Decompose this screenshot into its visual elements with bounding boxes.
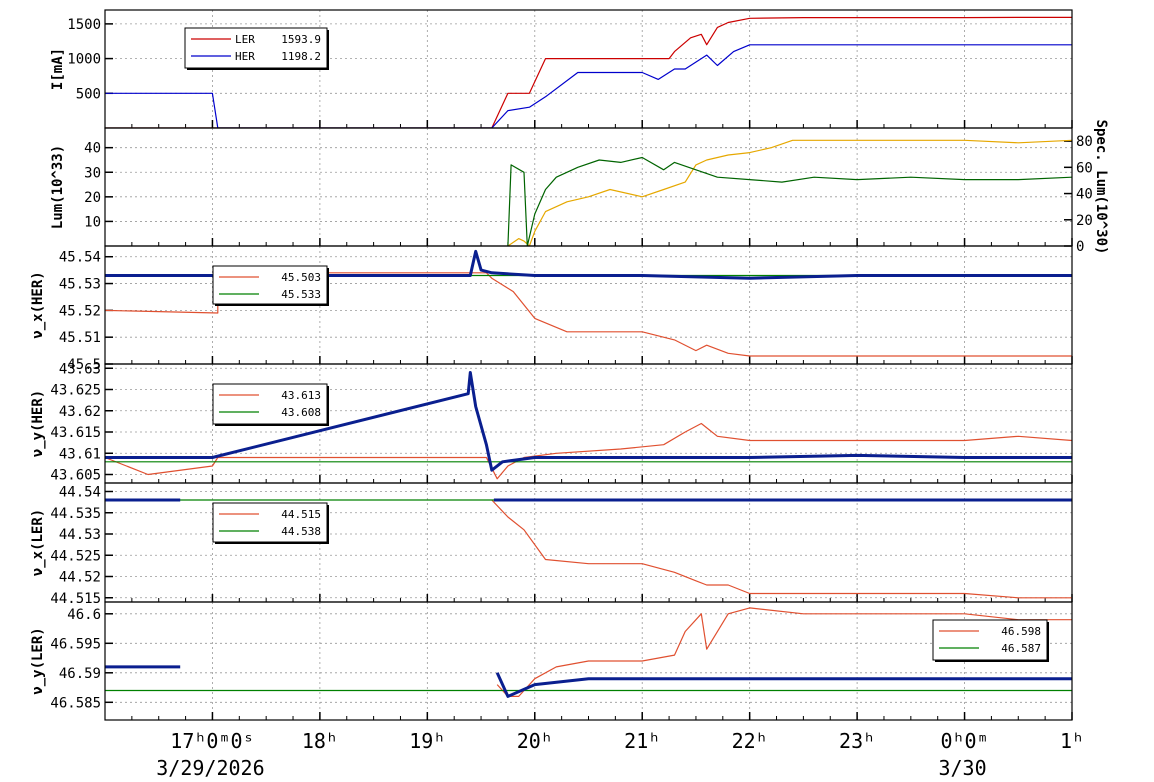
y-tick-label: 44.515 (50, 591, 101, 607)
legend-name: HER (235, 50, 255, 63)
y-tick-label: 43.615 (50, 425, 101, 441)
legend-value: 45.533 (281, 288, 321, 301)
y-tick-label: 1000 (67, 52, 101, 68)
time-tick-label: 0ʰ0ᵐ (940, 729, 988, 753)
y-tick-label: 46.59 (59, 666, 101, 682)
time-tick-label: 1ʰ (1060, 729, 1084, 753)
series-line-0 (491, 499, 1072, 599)
y-right-tick-label: 20 (1076, 213, 1093, 229)
legend-box (212, 502, 328, 543)
series-line-1 (507, 156, 1072, 246)
y-axis-title: ν_x(LER) (30, 509, 46, 576)
y-tick-label: 40 (84, 141, 101, 157)
y-tick-label: 43.62 (59, 404, 101, 420)
legend-value: 1198.2 (281, 50, 321, 63)
legend-value: 46.598 (1001, 625, 1041, 638)
panel-frame (104, 127, 1073, 247)
panel-nux-ler: 44.515 44.52 44.525 44.53 44.535 44.54 ν_x(LER… (30, 482, 1073, 607)
legend-value: 43.608 (281, 406, 321, 419)
legend-value: 44.515 (281, 508, 321, 521)
y-right-tick-label: 80 (1076, 134, 1093, 150)
y-tick-label: 46.595 (50, 636, 101, 652)
y-tick-label: 44.525 (50, 548, 101, 564)
y-tick-label: 43.61 (59, 446, 101, 462)
time-tick-label: 17ʰ0ᵐ0ˢ (170, 729, 254, 753)
panel-frame (104, 601, 1073, 721)
y-tick-label: 43.63 (59, 361, 101, 377)
legend-value: 44.538 (281, 525, 321, 538)
y-axis-title: Lum(10^33) (50, 145, 66, 229)
series-line-1 (105, 44, 1072, 128)
y-right-tick-label: 0 (1076, 239, 1084, 255)
y-axis-title: I[mA] (50, 48, 66, 90)
y-tick-label: 45.54 (59, 250, 101, 266)
y-axis-title: ν_y(LER) (30, 627, 46, 694)
series-line-2 (105, 371, 1072, 472)
y-tick-label: 44.54 (59, 485, 101, 501)
y-right-tick-label: 60 (1076, 160, 1093, 176)
panel-nux-her: 45.5 45.51 45.52 45.53 45.54 ν_x(HER) 45.503 45… (30, 245, 1073, 373)
time-tick-label: 18ʰ (302, 729, 338, 753)
y-tick-label: 46.6 (67, 607, 101, 623)
legend-value: 43.613 (281, 389, 321, 402)
series-line-0 (496, 607, 1072, 698)
y-tick-label: 10 (84, 214, 101, 230)
series-line-0 (105, 422, 1072, 480)
legend-box (184, 27, 328, 69)
y-tick-label: 45.51 (59, 330, 101, 346)
series-line-3 (495, 672, 1072, 698)
series-line-0 (105, 272, 1072, 357)
legend-box (212, 383, 328, 425)
y-tick-label: 500 (76, 86, 101, 102)
time-tick-label: 19ʰ (409, 729, 445, 753)
time-tick-label: 23ʰ (839, 729, 875, 753)
legend-box (212, 265, 328, 305)
series-line-0 (507, 139, 1072, 246)
y-tick-label: 43.605 (50, 468, 101, 484)
y-tick-label: 30 (84, 165, 101, 181)
y-tick-label: 1500 (67, 17, 101, 33)
y-right-axis-title: Spec. Lum(10^30) (1093, 120, 1109, 255)
y-tick-label: 44.52 (59, 570, 101, 586)
y-tick-label: 45.53 (59, 277, 101, 293)
time-tick-label: 21ʰ (624, 729, 660, 753)
panel-nuy-her: 43.605 43.61 43.615 43.62 43.625 43.63 ν_y(HER… (30, 361, 1073, 484)
y-tick-label: 45.5 (67, 357, 101, 373)
legend-name: LER (235, 33, 255, 46)
legend-value: 45.503 (281, 271, 321, 284)
legend-value: 1593.9 (281, 33, 321, 46)
y-axis-title: ν_y(HER) (30, 390, 46, 457)
legend-value: 46.587 (1001, 642, 1041, 655)
date-label: 3/29/2026 (156, 756, 264, 780)
series-line-0 (105, 16, 1072, 128)
legend-box (932, 619, 1048, 661)
y-axis-title: ν_x(HER) (30, 271, 46, 338)
panel-luminosity: 10 20 30 40 0 20 40 60 80 Spec. Lum(10^30) Lum(10^… (50, 120, 1109, 255)
y-tick-label: 20 (84, 190, 101, 206)
y-tick-label: 43.625 (50, 383, 101, 399)
y-right-tick-label: 40 (1076, 187, 1093, 203)
time-tick-label: 20ʰ (517, 729, 553, 753)
date-label: 3/30 (938, 756, 986, 780)
series-line-2 (105, 249, 1072, 280)
y-tick-label: 44.535 (50, 506, 101, 522)
y-tick-label: 44.53 (59, 527, 101, 543)
panel-nuy-ler: 46.585 46.59 46.595 46.6 ν_y(LER) 46.598 46.58… (30, 601, 1073, 721)
time-tick-label: 22ʰ (732, 729, 768, 753)
y-tick-label: 46.585 (50, 695, 101, 711)
y-tick-label: 45.52 (59, 303, 101, 319)
